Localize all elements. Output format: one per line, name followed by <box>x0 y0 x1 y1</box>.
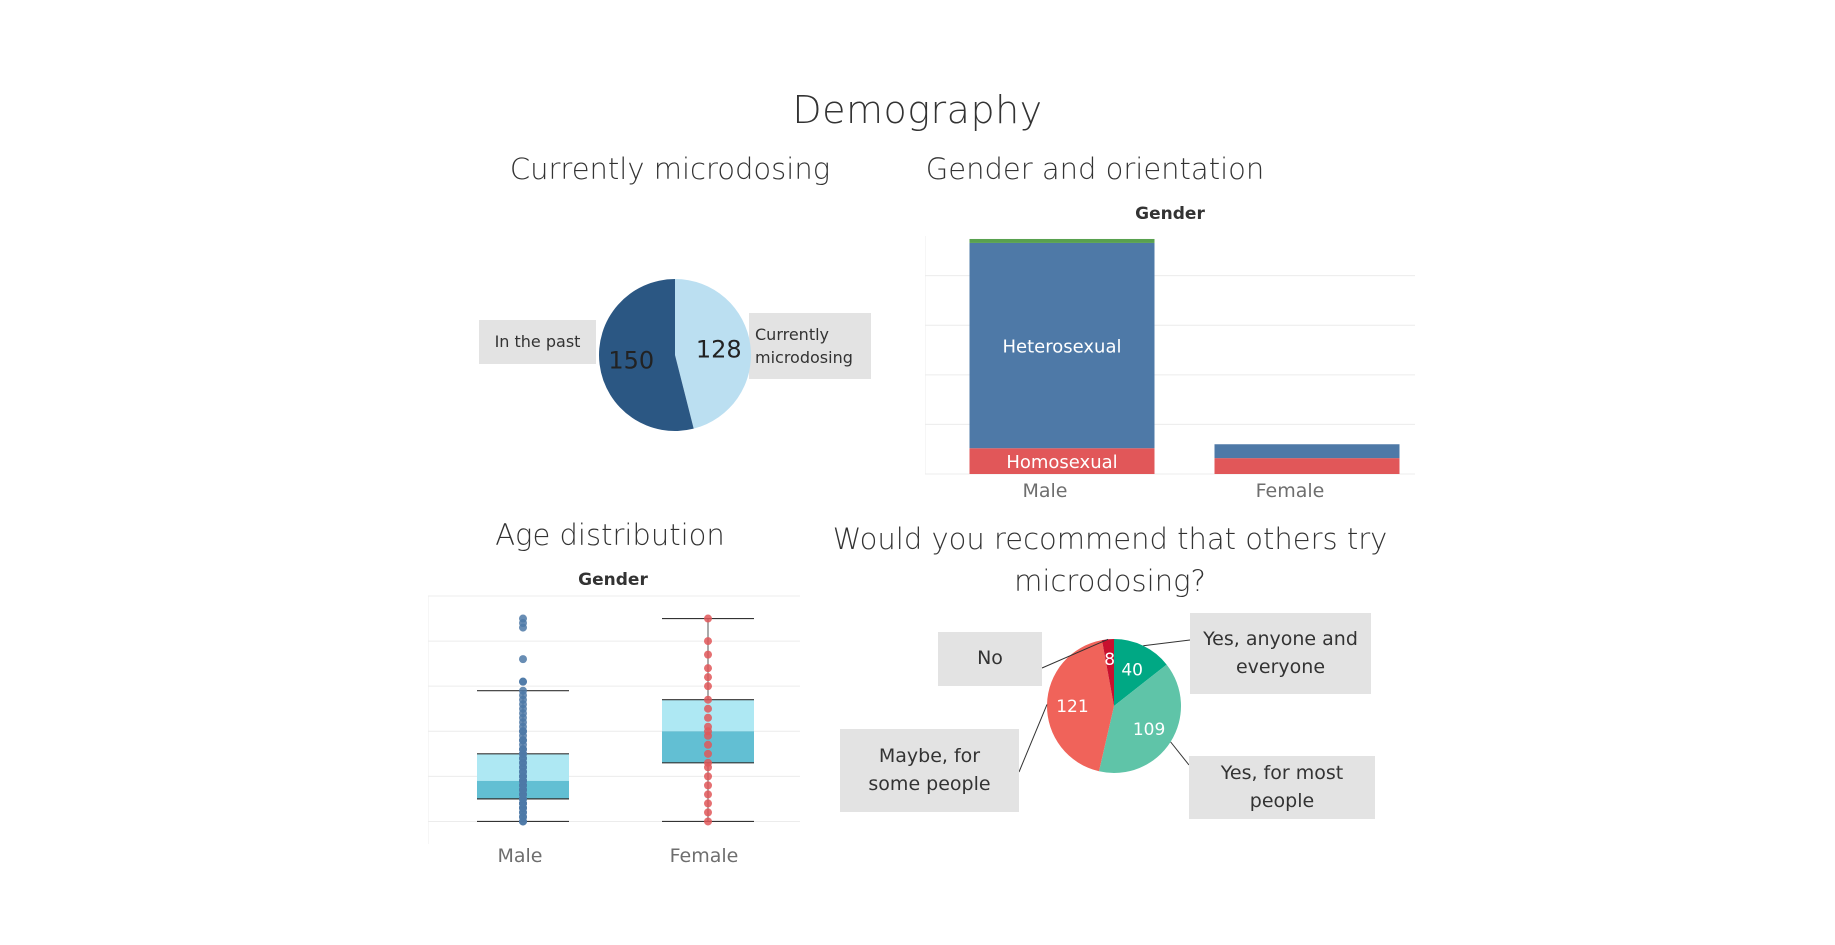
box-point-female <box>704 808 712 817</box>
rec-leader-line <box>1143 639 1191 647</box>
bar-label-heterosexual: Heterosexual <box>1003 337 1122 358</box>
current-pie-chart: 128 150 <box>599 279 751 431</box>
pie-value-currently-microdosing: 128 <box>696 336 742 364</box>
gender-bar-header: Gender <box>1135 204 1205 224</box>
age-box-plot <box>428 595 800 844</box>
rec-slice-maybe-for-some-people <box>1047 640 1114 772</box>
rec-leader-line <box>1041 638 1109 669</box>
box-point-female <box>704 740 712 749</box>
box-point-female <box>704 614 712 623</box>
box-point-male <box>519 655 527 664</box>
current-chart-title: Currently microdosing <box>509 152 831 186</box>
box-point-female <box>704 758 712 767</box>
rec-value-maybe-for-some-people: 121 <box>1056 697 1088 717</box>
rec-label-anyone: Yes, anyone and everyone <box>1190 613 1371 694</box>
bar-segment-male-homosexual <box>969 448 1155 474</box>
rec-slice-yes-anyone-and-everyone <box>1114 639 1167 706</box>
pie-slice-currently-microdosing <box>675 279 751 429</box>
age-box-header: Gender <box>578 570 648 590</box>
rec-leader-line <box>1018 704 1048 773</box>
rec-value-yes-anyone-and-everyone: 40 <box>1121 661 1143 681</box>
rec-value-yes-for-most-people: 109 <box>1133 720 1165 740</box>
box-point-female <box>704 713 712 722</box>
box-axis-label-male: Male <box>497 845 543 867</box>
box-point-female <box>704 817 712 826</box>
bar-segment-male-other <box>969 238 1155 243</box>
rec-slice-yes-for-most-people <box>1098 664 1181 773</box>
box-point-female <box>704 799 712 808</box>
box-point-female <box>704 664 712 673</box>
bar-label-homosexual: Homosexual <box>1006 452 1117 473</box>
rec-label-no: No <box>938 632 1042 686</box>
pie-label-past: In the past <box>479 320 596 364</box>
bar-axis-label-female: Female <box>1255 480 1325 502</box>
rec-label-most: Yes, for most people <box>1189 756 1375 819</box>
box-point-female <box>704 781 712 790</box>
box-point-female <box>704 673 712 682</box>
box-point-female <box>704 650 712 659</box>
box-point-female <box>704 695 712 704</box>
bar-segment-female-heterosexual <box>1214 444 1400 459</box>
gender-bar-chart: Homosexual Heterosexual <box>925 236 1415 475</box>
box-point-male <box>519 686 527 695</box>
recommend-chart-title: Would you recommend that others try micr… <box>832 522 1388 598</box>
bar-segment-male-heterosexual <box>969 242 1155 449</box>
pie-slice-in-the-past <box>599 279 694 431</box>
age-chart-title: Age distribution <box>495 518 725 552</box>
box-point-male <box>519 614 527 623</box>
pie-value-in-the-past: 150 <box>608 346 654 374</box>
rec-value-no: 8 <box>1104 650 1115 670</box>
rec-leader-line <box>1170 741 1190 766</box>
bar-axis-label-male: Male <box>1022 480 1068 502</box>
box-point-female <box>704 704 712 713</box>
box-axis-label-female: Female <box>669 845 739 867</box>
bar-segment-female-homosexual <box>1214 458 1400 474</box>
box-point-female <box>704 682 712 691</box>
box-point-female <box>704 790 712 799</box>
box-point-female <box>704 772 712 781</box>
box-point-male <box>519 677 527 686</box>
recommend-pie-chart: 40 109 121 8 <box>1018 638 1191 773</box>
pie-label-current: Currently microdosing <box>749 313 871 379</box>
rec-slice-no <box>1101 639 1114 706</box>
rec-label-maybe: Maybe, for some people <box>840 729 1019 812</box>
box-point-female <box>704 637 712 646</box>
box-point-female <box>704 749 712 758</box>
dashboard-title: Demography <box>792 88 1043 132</box>
gender-chart-title: Gender and orientation <box>925 152 1265 186</box>
box-point-female <box>704 722 712 731</box>
